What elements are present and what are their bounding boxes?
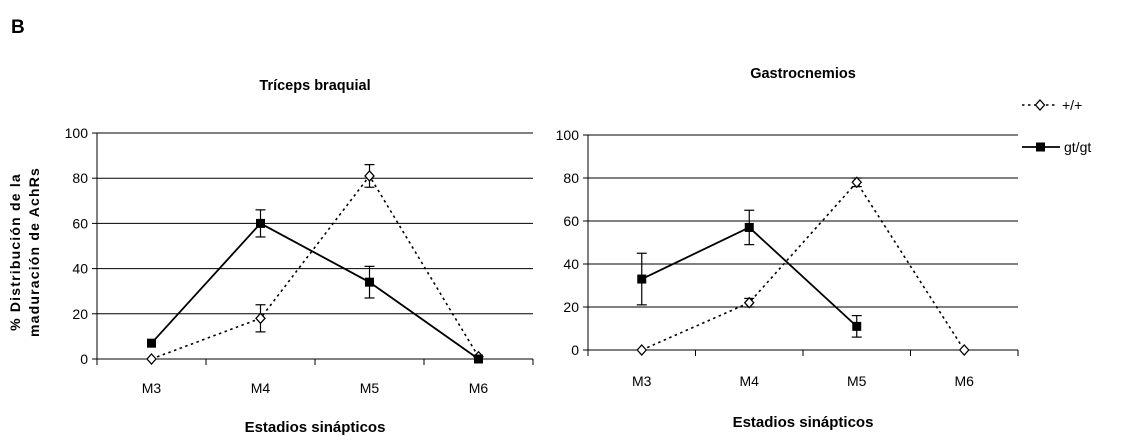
legend-marker-gtgt (1036, 142, 1045, 152)
x-tick-label: M6 (469, 380, 489, 396)
data-point-gtgt (256, 218, 265, 228)
x-tick-label: M4 (251, 380, 271, 396)
x-axis-label: Estadios sinápticos (733, 414, 874, 431)
data-point-wildtype (146, 353, 157, 365)
series-line-wildtype (151, 174, 480, 360)
y-tick-label: 20 (563, 299, 579, 315)
y-tick-label: 60 (72, 215, 88, 231)
legend-label-gtgt: gt/gt (1064, 139, 1091, 155)
data-point-wildtype (364, 169, 375, 182)
data-point-gtgt (147, 338, 156, 348)
x-tick-label: M4 (740, 373, 760, 389)
data-point-wildtype (636, 344, 648, 356)
y-tick-label: 0 (80, 351, 88, 367)
legend-entry-wildtype: +/+ (1022, 97, 1082, 113)
x-axis-label: Estadios sinápticos (245, 419, 386, 436)
series-line-wildtype (641, 180, 965, 351)
y-tick-label: 80 (563, 170, 579, 186)
y-tick-label: 0 (571, 342, 579, 358)
y-tick-label: 80 (72, 170, 88, 186)
data-point-wildtype (851, 176, 863, 189)
x-tick-label: M5 (847, 373, 867, 389)
data-point-gtgt (474, 354, 483, 364)
data-point-gtgt (744, 222, 754, 232)
x-tick-label: M6 (955, 373, 975, 389)
chart-gastrocnemios: Gastrocnemios 0 20 40 60 80 100 M3 M4 M5 M6 Estadio… (556, 66, 1019, 431)
data-point-gtgt (365, 277, 374, 287)
y-tick-label: 40 (72, 261, 88, 277)
panel-label: B (11, 17, 25, 38)
y-tick-label: 100 (556, 127, 580, 143)
x-tick-label: M3 (632, 373, 652, 389)
legend-entry-gtgt: gt/gt (1022, 139, 1091, 155)
y-axis-label-line2: maduración de AchRs (26, 167, 42, 337)
legend: +/+ gt/gt (1022, 97, 1091, 155)
data-point-wildtype (255, 312, 266, 325)
y-tick-label: 100 (65, 125, 89, 141)
series-line-gtgt (150, 222, 480, 360)
legend-marker-wildtype (1034, 99, 1046, 111)
data-point-gtgt (637, 274, 647, 284)
data-point-wildtype (743, 296, 755, 309)
data-point-wildtype (958, 344, 970, 356)
y-tick-label: 20 (72, 306, 88, 322)
chart-title: Gastrocnemios (750, 66, 856, 82)
y-axis-label: % Distribución de la maduración de AchRs (7, 167, 42, 337)
legend-label-wildtype: +/+ (1062, 97, 1082, 113)
y-tick-label: 40 (563, 256, 579, 272)
chart-title: Tríceps braquial (259, 78, 370, 94)
chart-triceps: Tríceps braquial 0 20 40 60 80 100 M3 M4 M5 M6 Esta… (65, 78, 534, 436)
x-tick-label: M5 (360, 380, 380, 396)
data-point-gtgt (852, 321, 862, 331)
x-tick-label: M3 (142, 380, 162, 396)
y-axis-label-line1: % Distribución de la (7, 173, 23, 331)
y-tick-label: 60 (563, 213, 579, 229)
